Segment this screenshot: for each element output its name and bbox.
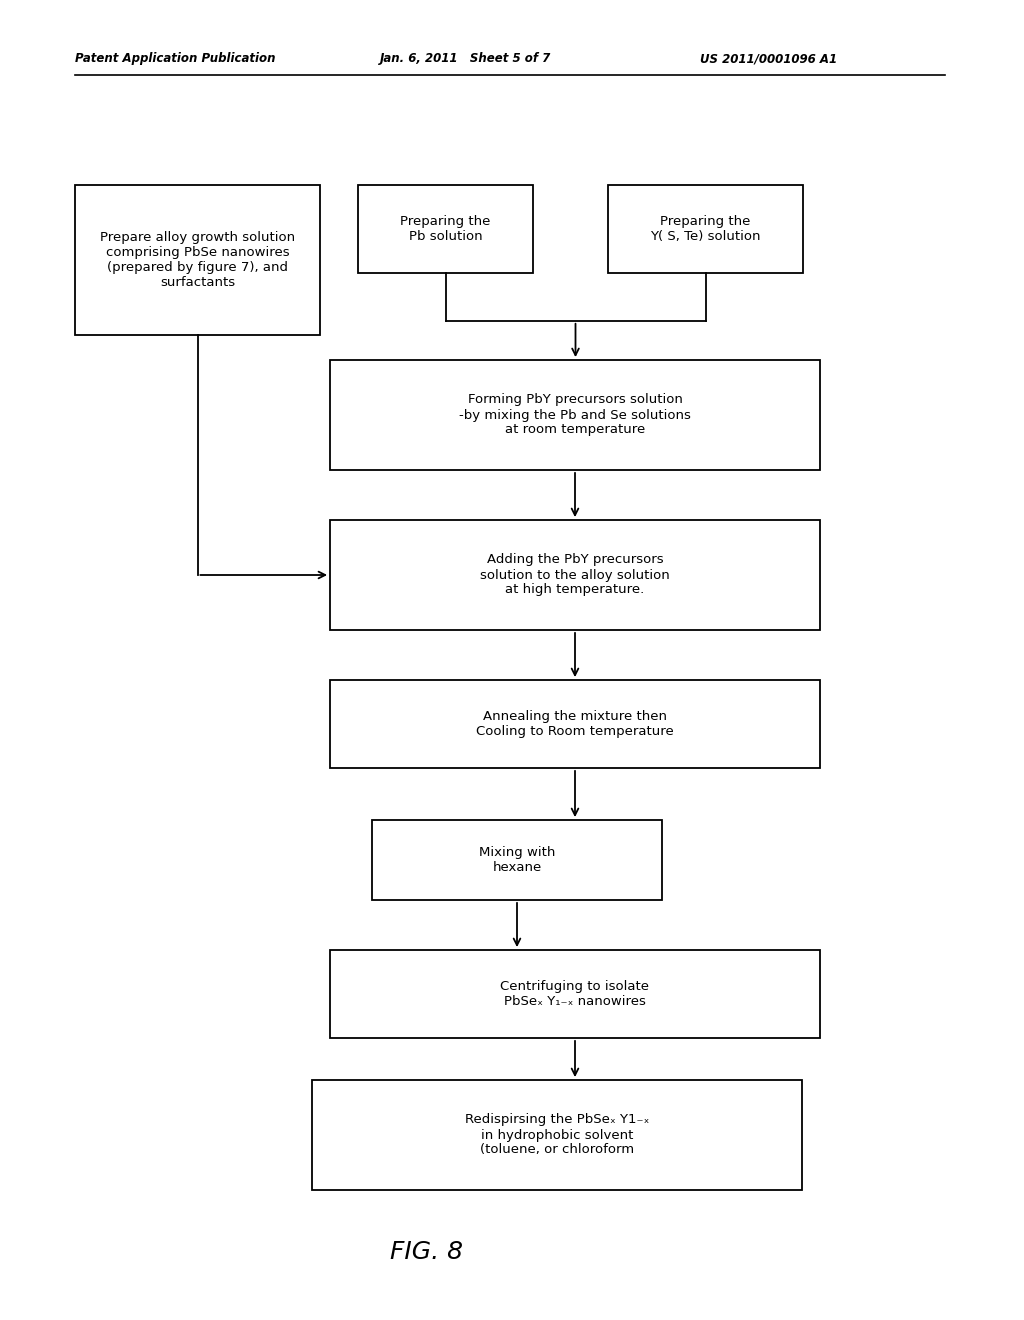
Text: Forming PbY precursors solution
-by mixing the Pb and Se solutions
at room tempe: Forming PbY precursors solution -by mixi… — [459, 393, 691, 437]
Text: Prepare alloy growth solution
comprising PbSe nanowires
(prepared by figure 7), : Prepare alloy growth solution comprising… — [100, 231, 295, 289]
Bar — [330, 360, 820, 470]
Bar — [608, 185, 803, 273]
Text: Annealing the mixture then
Cooling to Room temperature: Annealing the mixture then Cooling to Ro… — [476, 710, 674, 738]
Bar — [75, 185, 319, 335]
Bar — [358, 185, 534, 273]
Text: Preparing the
Pb solution: Preparing the Pb solution — [400, 215, 490, 243]
Text: Preparing the
Y( S, Te) solution: Preparing the Y( S, Te) solution — [650, 215, 761, 243]
Bar — [312, 1080, 802, 1191]
Bar — [330, 950, 820, 1038]
Bar — [372, 820, 662, 900]
Text: FIG. 8: FIG. 8 — [390, 1239, 463, 1265]
Text: Jan. 6, 2011   Sheet 5 of 7: Jan. 6, 2011 Sheet 5 of 7 — [380, 51, 551, 65]
Text: Adding the PbY precursors
solution to the alloy solution
at high temperature.: Adding the PbY precursors solution to th… — [480, 553, 670, 597]
Bar — [330, 680, 820, 768]
Text: Centrifuging to isolate
PbSeₓ Y₁₋ₓ nanowires: Centrifuging to isolate PbSeₓ Y₁₋ₓ nanow… — [501, 979, 649, 1008]
Text: Mixing with
hexane: Mixing with hexane — [479, 846, 555, 874]
Text: Redispirsing the PbSeₓ Y1₋ₓ
in hydrophobic solvent
(toluene, or chloroform: Redispirsing the PbSeₓ Y1₋ₓ in hydrophob… — [465, 1114, 649, 1156]
Text: US 2011/0001096 A1: US 2011/0001096 A1 — [700, 51, 838, 65]
Text: Patent Application Publication: Patent Application Publication — [75, 51, 275, 65]
Bar — [330, 520, 820, 630]
